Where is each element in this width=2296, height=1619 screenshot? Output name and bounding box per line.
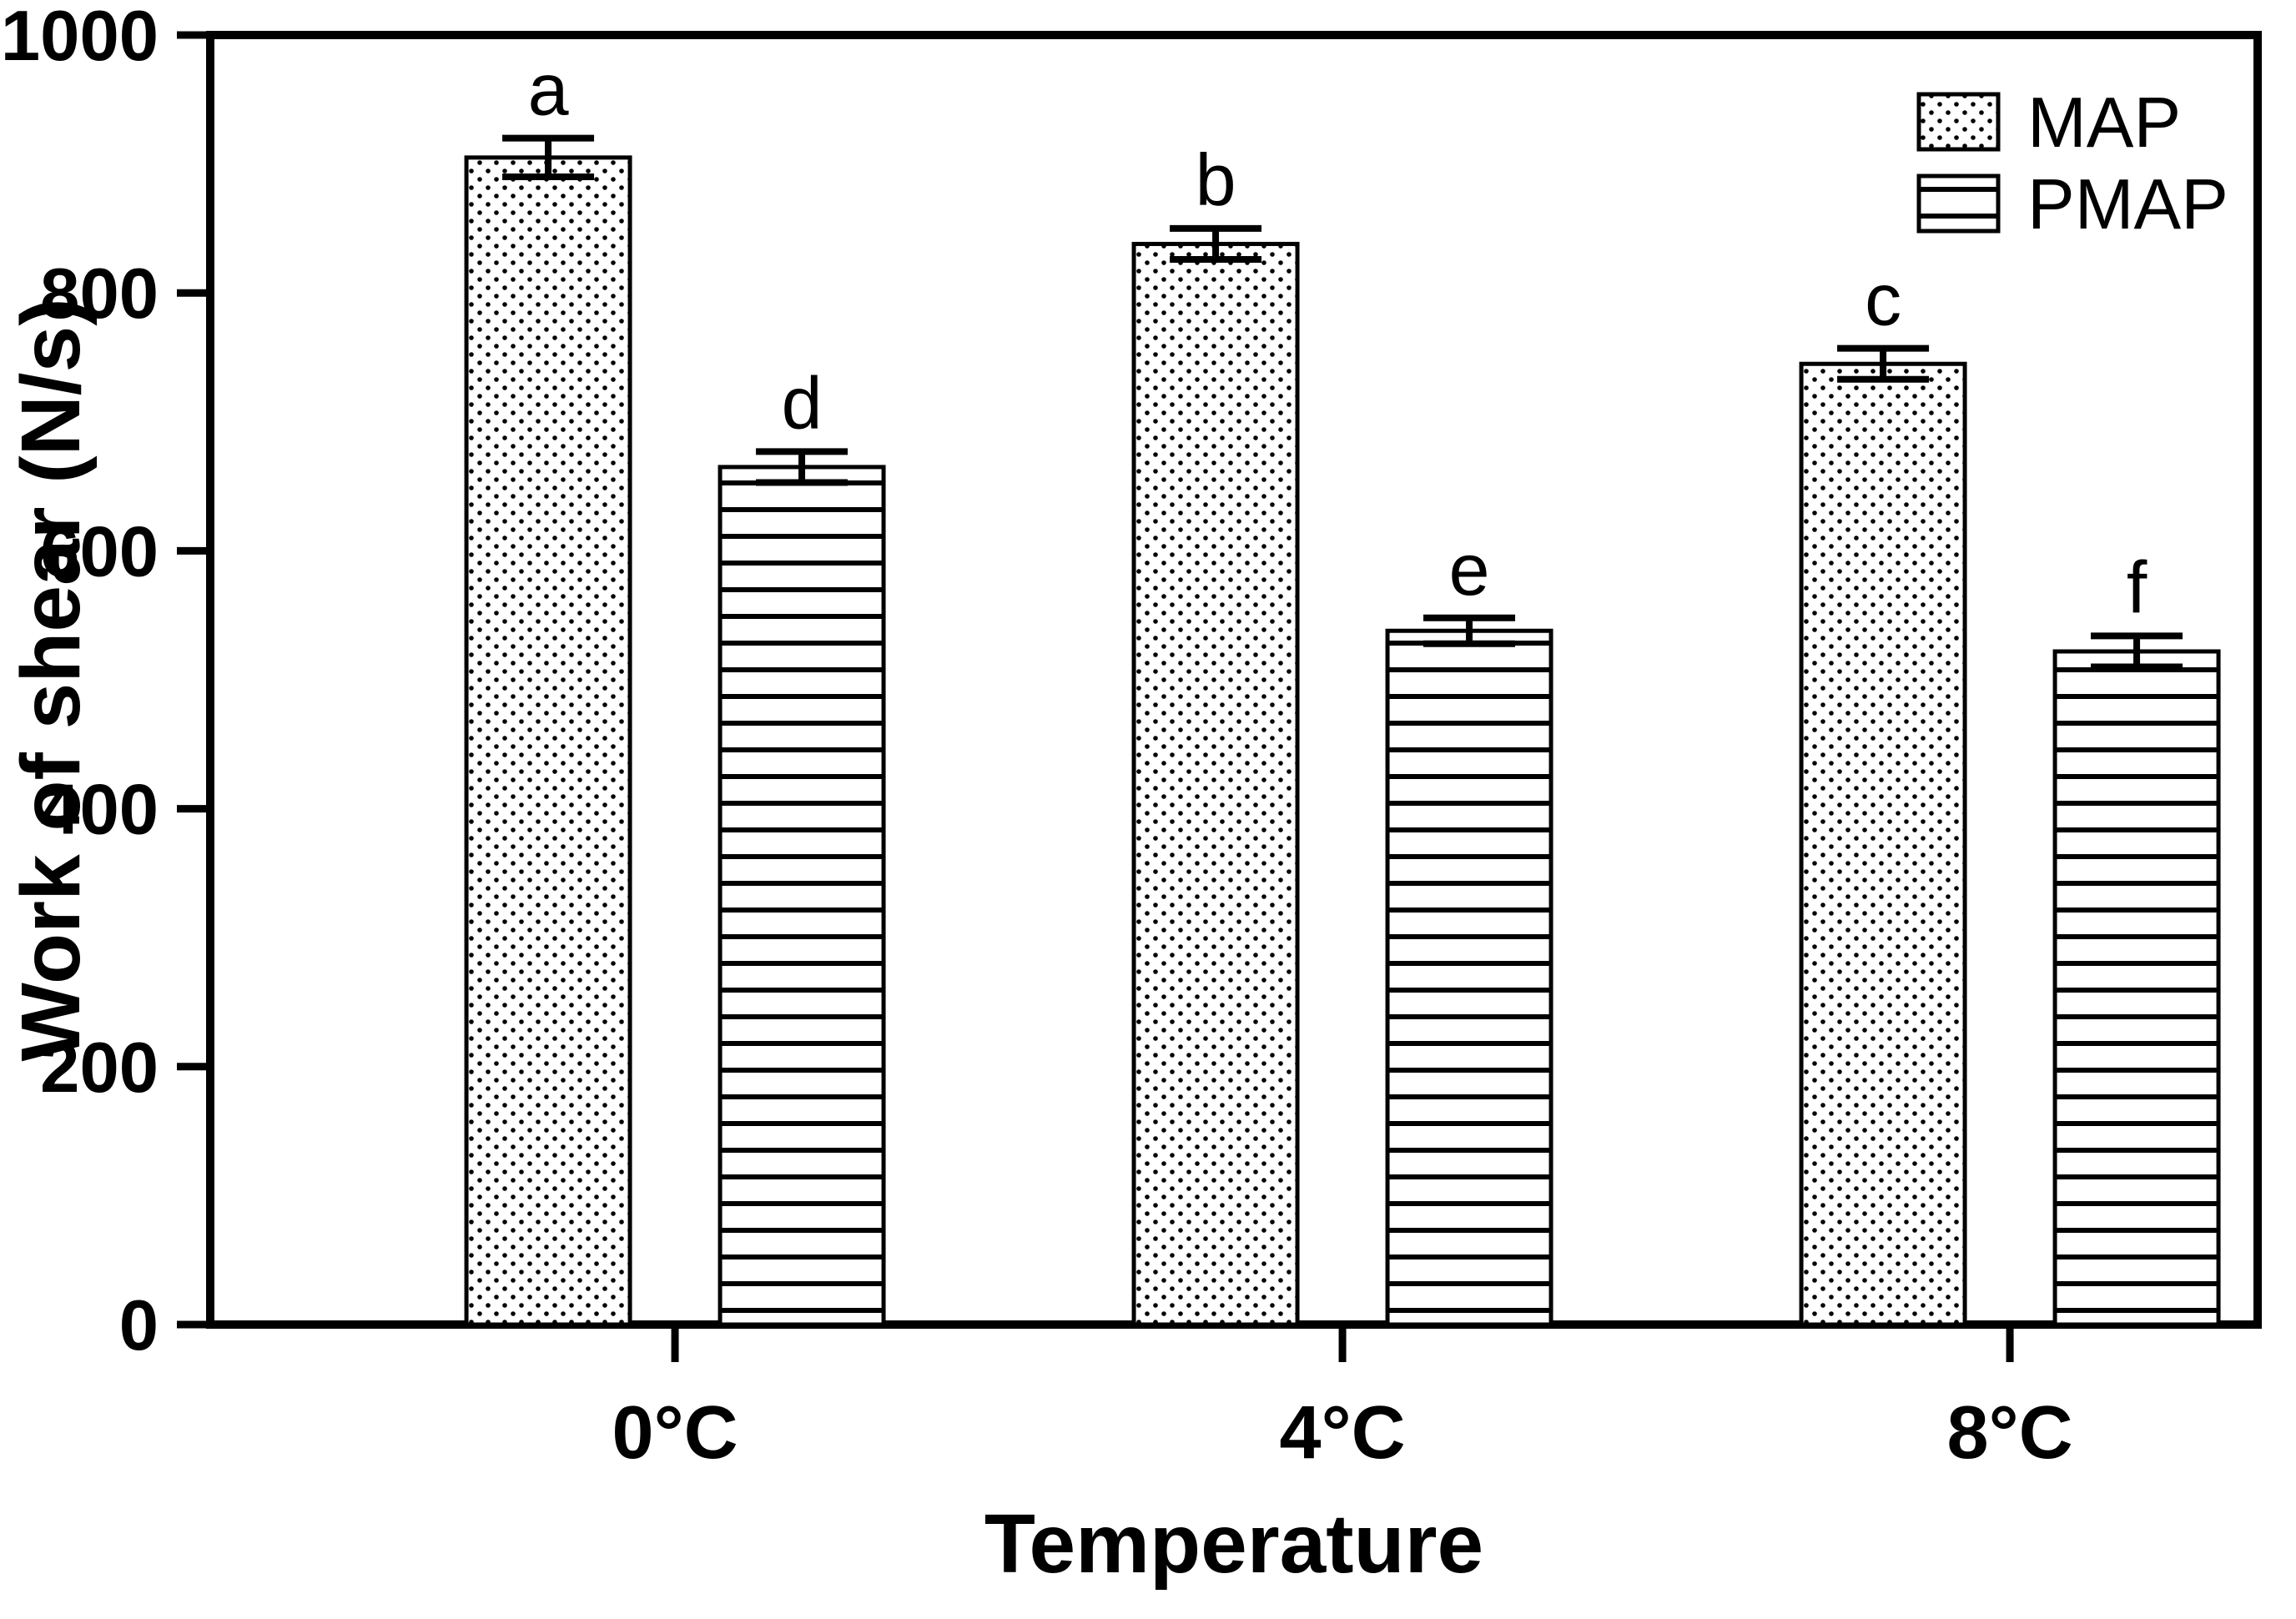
y-tick-label: 0 [119,1286,159,1365]
significance-letter: d [782,361,823,444]
x-tick-label: 8°C [1947,1391,2073,1475]
significance-letter: c [1865,259,1901,341]
legend-swatch-map [1916,92,2001,152]
y-tick-label: 400 [40,771,159,850]
legend-label: MAP [2027,83,2181,163]
bar-pmap-1 [1385,628,1553,1327]
y-axis-title: Work of shear (N/s) [4,299,98,1062]
x-tick-label: 4°C [1280,1391,1406,1475]
legend-label: PMAP [2027,165,2228,244]
significance-letter: f [2127,546,2147,628]
bar-map-2 [1799,361,1967,1327]
bar-map-0 [464,155,632,1327]
significance-letter: b [1196,138,1236,221]
y-tick-label: 600 [40,512,159,591]
bar-pmap-2 [2052,649,2221,1327]
bar-map-1 [1131,241,1300,1327]
significance-letter: a [528,48,569,131]
y-tick-label: 800 [40,254,159,334]
legend-swatch-pmap [1916,173,2001,234]
significance-letter: e [1449,528,1490,611]
x-tick-label: 0°C [612,1391,738,1475]
y-tick-label: 200 [40,1028,159,1108]
y-tick-label: 1000 [1,0,159,76]
x-axis-title: Temperature [984,1497,1483,1591]
bar-pmap-0 [718,465,886,1327]
